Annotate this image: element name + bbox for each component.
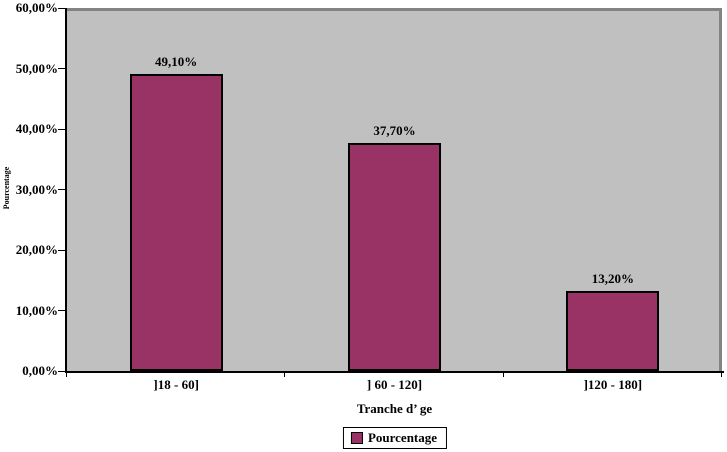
bar — [348, 142, 441, 371]
y-axis-tick — [58, 189, 65, 190]
y-axis-tick-label: 30,00% — [15, 181, 58, 197]
y-axis-tick — [58, 370, 65, 372]
bar-data-label: 49,10% — [155, 53, 198, 69]
legend-swatch-icon — [350, 431, 363, 444]
y-axis-tick-label: 60,00% — [15, 0, 58, 15]
x-axis-category-label: ]18 - 60] — [153, 377, 199, 392]
x-axis-category-label: ]120 - 180] — [583, 377, 643, 392]
x-axis-line — [65, 371, 724, 373]
x-axis-tick — [66, 373, 67, 377]
y-axis-tick-label: 20,00% — [15, 242, 58, 257]
y-axis-tick-label: 50,00% — [15, 60, 58, 76]
y-axis-tick — [58, 68, 65, 69]
y-axis-tick — [58, 310, 65, 311]
y-axis-line — [65, 8, 67, 373]
y-axis-tick — [58, 249, 65, 251]
bar — [566, 291, 660, 371]
x-axis-title: Tranche d’ ge — [356, 401, 433, 416]
x-axis-tick — [721, 373, 722, 377]
x-axis-category-label: ] 60 - 120] — [366, 377, 423, 392]
bar-data-label: 37,70% — [373, 122, 416, 138]
y-axis-tick-label: 0,00% — [22, 363, 58, 378]
y-axis-tick-label: 10,00% — [15, 302, 58, 318]
bar — [129, 73, 223, 371]
y-axis-tick-label: 40,00% — [15, 121, 58, 136]
legend: Pourcentage — [342, 427, 448, 449]
y-axis-tick — [58, 128, 65, 130]
bar-data-label: 13,20% — [591, 271, 634, 287]
x-axis-tick — [502, 373, 504, 377]
y-axis-tick — [58, 7, 65, 9]
x-axis-tick — [284, 373, 286, 377]
legend-label: Pourcentage — [367, 430, 438, 445]
